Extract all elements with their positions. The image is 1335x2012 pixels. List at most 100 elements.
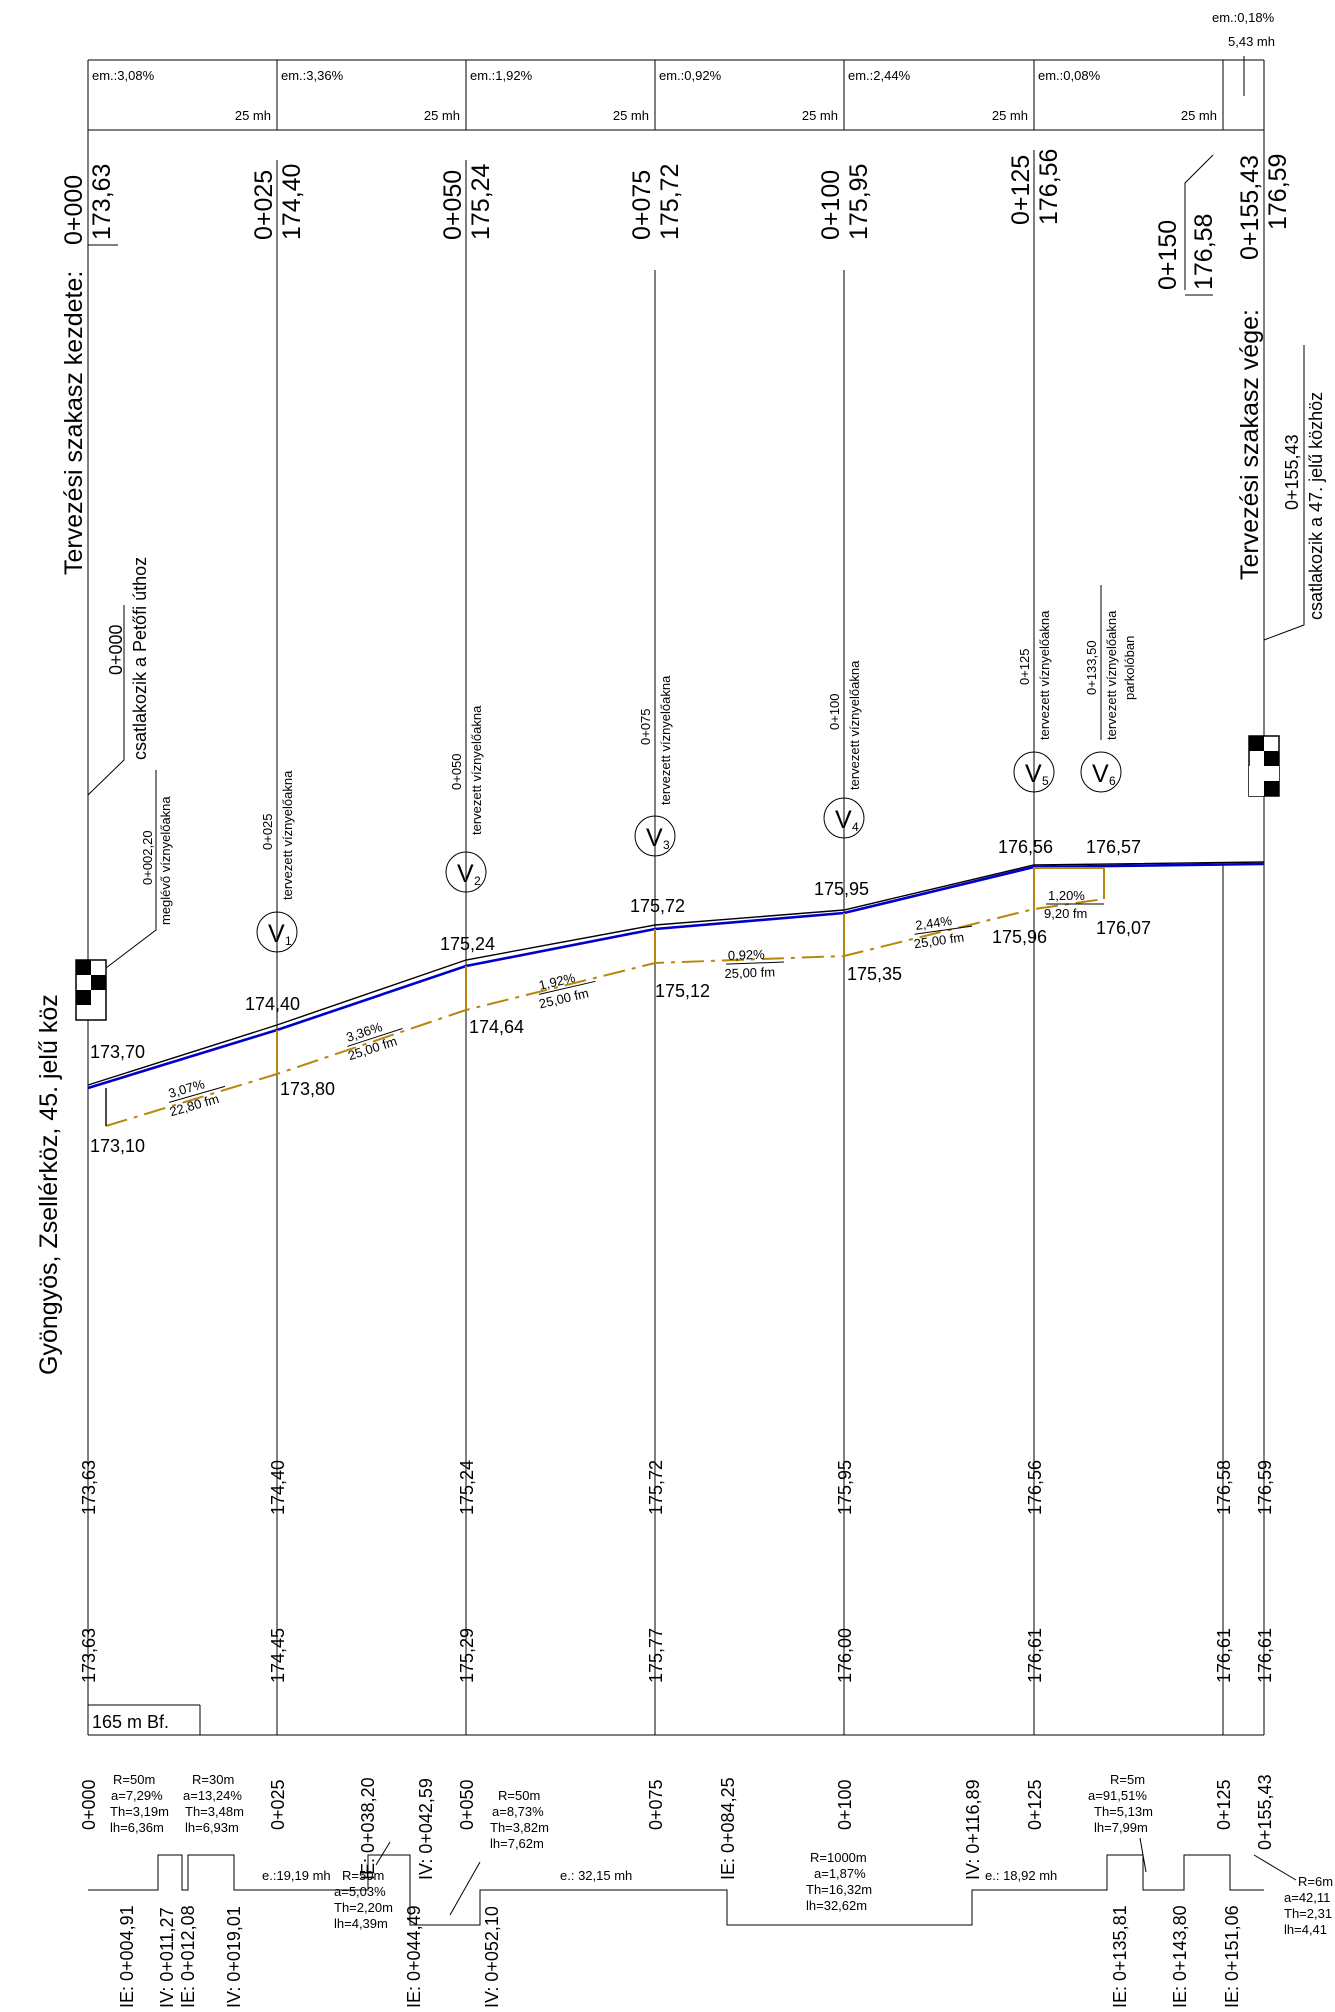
manhole-sub-5: 5: [1042, 774, 1049, 788]
manhole-id-1: V: [268, 920, 285, 948]
pipe-segment-4: 0,92% 25,00 fm: [724, 947, 785, 981]
tangent-1: e.:19,19 mh: [262, 1868, 331, 1883]
curve-point-low-7: IE: 0+143,80: [1170, 1905, 1190, 2008]
station-elev-2: 175,24: [467, 163, 495, 240]
pipe-length-4: 25,00 fm: [724, 964, 775, 981]
curve4-r: R=50m: [498, 1788, 540, 1803]
surface-label-5: 176,56: [998, 837, 1053, 857]
start-label: Tervezési szakasz kezdete:: [60, 271, 88, 575]
invert-label-4: 175,35: [847, 964, 902, 984]
header-length-4: 25 mh: [802, 108, 838, 123]
curve5-th: Th=16,32m: [806, 1882, 872, 1897]
header-slope-5: em.:2,44%: [848, 68, 911, 83]
manhole-text-5: tervezett víznyelőakna: [1037, 610, 1052, 740]
manhole-sub-3: 3: [663, 838, 670, 852]
manhole-id-5: V: [1025, 760, 1042, 788]
header-length-2: 25 mh: [424, 108, 460, 123]
terrain-line: [87, 861, 1265, 1086]
curve2-lh: lh=6,93m: [185, 1820, 239, 1835]
header-slope-2: em.:3,36%: [281, 68, 344, 83]
manhole-text-1: tervezett víznyelőakna: [280, 770, 295, 900]
design-value-0: 173,63: [79, 1628, 99, 1683]
design-row: 173,63 174,45 175,29 175,77 176,00 176,6…: [79, 1628, 1275, 1683]
pipe-slope-5: 2,44%: [914, 913, 953, 933]
street-label: Gyöngyös, Zsellérköz, 45. jelű köz: [35, 994, 63, 1375]
header-slope-3: em.:1,92%: [470, 68, 533, 83]
table-station-1: 0+025: [268, 1779, 288, 1830]
station-elev-0: 173,63: [88, 164, 116, 240]
manhole-text2-6: parkolóban: [1122, 636, 1137, 700]
existing-manhole-station: 0+002,20: [140, 830, 155, 885]
top-length-label: 5,43 mh: [1228, 34, 1275, 49]
surface-label-4: 175,95: [814, 879, 869, 899]
terrain-value-4: 175,95: [835, 1460, 855, 1515]
manhole-v5: 0+125 tervezett víznyelőakna V 5: [1013, 585, 1055, 793]
table-station-3: 0+075: [646, 1779, 666, 1830]
header-slope-table: em.:3,08% 25 mh em.:3,36% 25 mh em.:1,92…: [87, 59, 1265, 131]
surface-label-2: 175,24: [440, 934, 495, 954]
manhole-sub-1: 1: [285, 934, 292, 948]
header-slope-6: em.:0,08%: [1038, 68, 1101, 83]
curve7-lh: lh=4,41: [1284, 1922, 1327, 1937]
pipe-slope-4: 0,92%: [728, 947, 766, 963]
manhole-v6: 0+133,50 tervezett víznyelőakna parkolób…: [1080, 585, 1137, 793]
pipe-invert-line: [105, 867, 1105, 1127]
curve4-lh: lh=7,62m: [490, 1836, 544, 1851]
tangent-2: e.: 32,15 mh: [560, 1868, 632, 1883]
terrain-row: 173,63 174,40 175,24 175,72 175,95 176,5…: [79, 1460, 1275, 1515]
curve1-lh: lh=6,36m: [110, 1820, 164, 1835]
manhole-station-3: 0+075: [638, 708, 653, 745]
manhole-sub-4: 4: [852, 820, 859, 834]
manhole-station-2: 0+050: [449, 753, 464, 790]
curve-point-high-0: IE: 0+038,20: [358, 1777, 378, 1880]
design-value-1: 174,45: [268, 1628, 288, 1683]
end-connection-text: csatlakozik a 47. jelű közhöz: [1306, 392, 1326, 620]
pipe-segment-3: 1,92% 25,00 fm: [537, 970, 596, 1011]
manhole-id-6: V: [1092, 760, 1109, 788]
station-elev-5: 176,56: [1035, 149, 1063, 225]
manhole-v3: 0+075 tervezett víznyelőakna V 3: [634, 645, 676, 857]
header-length-1: 25 mh: [235, 108, 271, 123]
design-value-2: 175,29: [457, 1628, 477, 1683]
start-marker-icon: [75, 959, 107, 1021]
manhole-id-4: V: [835, 806, 852, 834]
pipe-slope-6: 1,20%: [1048, 888, 1085, 903]
manhole-id-2: V: [457, 860, 474, 888]
curve2-th: Th=3,48m: [185, 1804, 244, 1819]
station-elev-4: 175,95: [845, 164, 873, 240]
curve5-lh: lh=32,62m: [806, 1898, 867, 1913]
curve5-r: R=1000m: [810, 1850, 867, 1865]
curve-params-2: R=30m a=13,24% Th=3,48m lh=6,93m: [183, 1772, 244, 1835]
curve1-r: R=50m: [113, 1772, 155, 1787]
station-label-1: 0+025: [250, 170, 278, 240]
header-length-5: 25 mh: [992, 108, 1028, 123]
curve3-r: R=50m: [342, 1868, 384, 1883]
curve-params-1: R=50m a=7,29% Th=3,19m lh=6,36m: [110, 1772, 169, 1835]
terrain-value-2: 175,24: [457, 1460, 477, 1515]
manhole-v2: 0+050 tervezett víznyelőakna V 2: [445, 680, 487, 893]
invert-label-5: 175,96: [992, 927, 1047, 947]
manhole-text-4: tervezett víznyelőakna: [847, 660, 862, 790]
pipe-segment-2: 3,36% 25,00 fm: [344, 1019, 403, 1063]
pipe-segment-1: 3,07% 22,80 fm: [167, 1076, 226, 1119]
terrain-value-1: 174,40: [268, 1460, 288, 1515]
design-value-6: 176,61: [1214, 1628, 1234, 1683]
curve-point-high-1: IV: 0+042,59: [416, 1778, 436, 1880]
terrain-value-0: 173,63: [79, 1460, 99, 1515]
curve6-th: Th=5,13m: [1094, 1804, 1153, 1819]
header-length-3: 25 mh: [613, 108, 649, 123]
header-slope-4: em.:0,92%: [659, 68, 722, 83]
curve6-lh: lh=7,99m: [1094, 1820, 1148, 1835]
curve1-a: a=7,29%: [111, 1788, 163, 1803]
table-station-4: 0+100: [835, 1779, 855, 1830]
curve-point-low-8: IE: 0+151,06: [1222, 1905, 1242, 2008]
curve-params-5: R=1000m a=1,87% Th=16,32m lh=32,62m: [806, 1850, 872, 1913]
curve-params-7: R=6m a=42,11 Th=2,31 lh=4,41: [1284, 1874, 1333, 1937]
start-connection-text: csatlakozik a Petőfi úthoz: [130, 557, 150, 760]
station-grid: [87, 130, 1265, 1735]
curve-point-low-3: IV: 0+019,01: [224, 1906, 244, 2008]
curve-point-low-6: IE: 0+135,81: [1110, 1905, 1130, 2008]
invert-label-3: 175,12: [655, 981, 710, 1001]
curve2-a: a=13,24%: [183, 1788, 242, 1803]
curve7-a: a=42,11: [1284, 1890, 1330, 1905]
